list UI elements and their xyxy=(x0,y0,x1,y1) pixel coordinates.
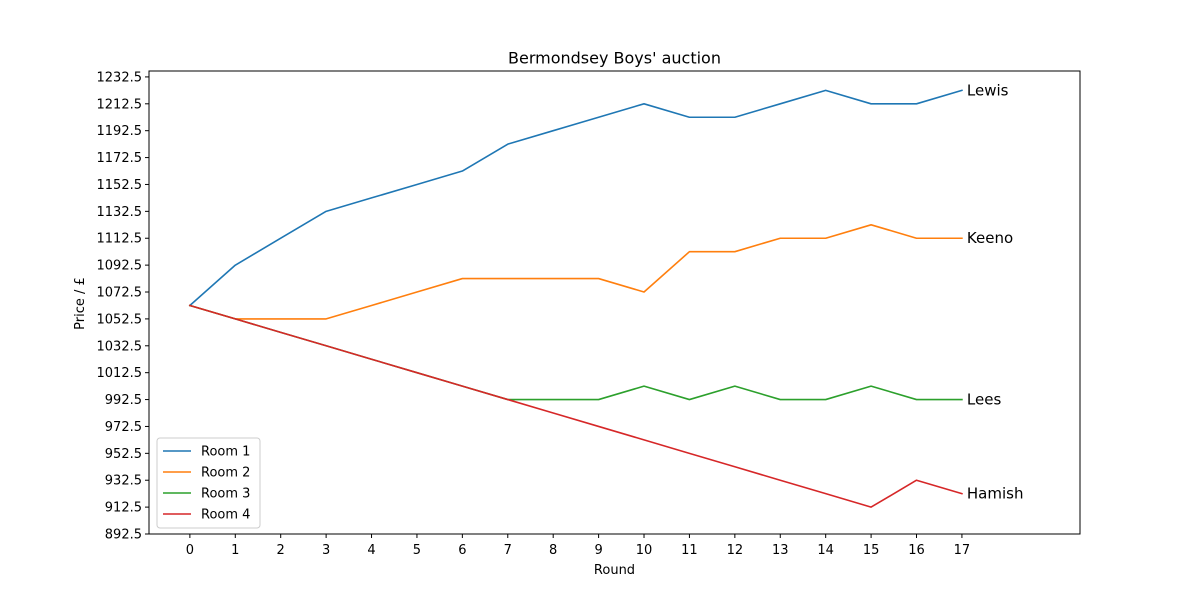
end-label-room-1: Lewis xyxy=(967,81,1009,99)
y-tick-label: 952.5 xyxy=(105,447,142,462)
x-tick-label: 3 xyxy=(322,543,330,558)
x-tick-label: 1 xyxy=(231,543,239,558)
y-tick-label: 1132.5 xyxy=(97,205,143,220)
x-tick-label: 11 xyxy=(681,543,698,558)
x-tick-label: 9 xyxy=(594,543,602,558)
x-tick-label: 8 xyxy=(549,543,557,558)
end-label-room-3: Lees xyxy=(967,391,1002,409)
x-tick-label: 0 xyxy=(186,543,194,558)
x-tick-label: 10 xyxy=(636,543,653,558)
end-label-room-2: Keeno xyxy=(967,229,1013,247)
x-tick-label: 15 xyxy=(863,543,880,558)
plot-frame xyxy=(148,70,1081,535)
x-tick-label: 17 xyxy=(954,543,971,558)
y-tick-label: 1032.5 xyxy=(97,339,143,354)
y-tick-label: 1052.5 xyxy=(97,312,143,327)
y-tick-label: 1232.5 xyxy=(97,70,143,85)
y-tick-label: 972.5 xyxy=(105,420,142,435)
legend-label-room-3: Room 3 xyxy=(201,487,250,502)
y-tick-label: 1172.5 xyxy=(97,151,143,166)
legend: Room 1 Room 2 Room 3 Room 4 xyxy=(156,437,261,529)
y-tick-label: 892.5 xyxy=(105,528,142,543)
y-tick-label: 1192.5 xyxy=(97,124,143,139)
chart-title: Bermondsey Boys' auction xyxy=(508,49,721,68)
y-tick-label: 992.5 xyxy=(105,393,142,408)
y-tick-label: 932.5 xyxy=(105,474,142,489)
y-tick-label: 1212.5 xyxy=(97,97,143,112)
legend-label-room-4: Room 4 xyxy=(201,508,250,523)
series-line-room-4 xyxy=(188,304,963,508)
x-tick-label: 4 xyxy=(367,543,375,558)
legend-box xyxy=(156,437,261,529)
y-tick-label: 1012.5 xyxy=(97,366,143,381)
y-tick-label: 1092.5 xyxy=(97,259,143,274)
x-tick-label: 14 xyxy=(817,543,834,558)
legend-label-room-2: Room 2 xyxy=(201,466,250,481)
x-axis-label: Round xyxy=(594,563,635,578)
x-tick-label: 6 xyxy=(458,543,466,558)
x-tick-label: 7 xyxy=(504,543,512,558)
x-tick-label: 5 xyxy=(413,543,421,558)
end-label-room-4: Hamish xyxy=(967,485,1024,503)
x-tick-label: 12 xyxy=(727,543,744,558)
x-tick-label: 16 xyxy=(908,543,925,558)
legend-label-room-1: Room 1 xyxy=(201,445,250,460)
x-tick-label: 2 xyxy=(277,543,285,558)
y-tick-label: 1072.5 xyxy=(97,286,143,301)
x-tick-label: 13 xyxy=(772,543,789,558)
y-axis-label: Price / £ xyxy=(73,277,88,330)
series-line-room-1 xyxy=(188,89,963,307)
y-tick-label: 912.5 xyxy=(105,501,142,516)
y-tick-label: 1152.5 xyxy=(97,178,143,193)
series-line-room-2 xyxy=(188,224,963,320)
y-tick-label: 1112.5 xyxy=(97,232,143,247)
